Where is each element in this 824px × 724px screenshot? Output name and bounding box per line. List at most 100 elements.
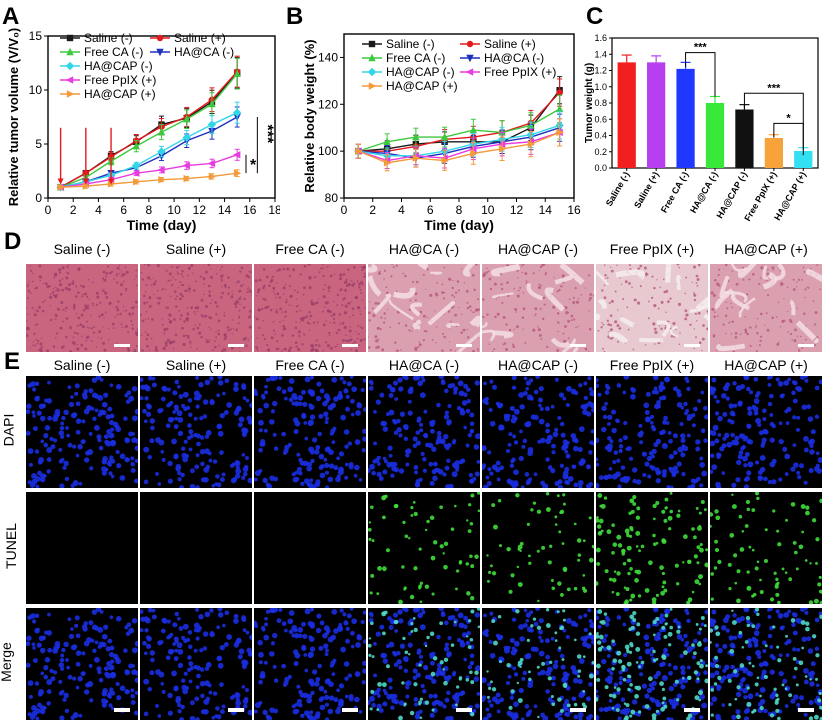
x-tick-label: 8 — [146, 203, 153, 217]
data-point — [82, 182, 91, 190]
legend-marker — [466, 54, 474, 63]
legend-marker — [466, 40, 474, 48]
data-point — [183, 174, 191, 183]
y-tick-label: 1.0 — [594, 82, 607, 92]
y-tick-label: 1.4 — [594, 49, 607, 59]
data-point — [555, 104, 564, 113]
tunel-image-dapi — [596, 376, 708, 488]
x-tick-label: 16 — [567, 203, 581, 217]
data-point — [182, 161, 190, 170]
data-point — [132, 141, 140, 150]
bar — [647, 62, 666, 168]
series-line — [60, 112, 238, 188]
data-point — [132, 161, 141, 170]
panel-letter-c: C — [586, 3, 603, 30]
data-point — [107, 180, 116, 188]
tunel-column: HA@CAP (+) — [710, 354, 822, 724]
legend-label: Free CA (-) — [386, 51, 445, 65]
tunel-image-dapi — [710, 376, 822, 488]
tunel-image-tunel — [368, 492, 480, 604]
legend-marker — [66, 90, 75, 98]
tunel-image-merge — [596, 608, 708, 720]
tunel-image-tunel — [140, 492, 252, 604]
tunel-image-tunel — [482, 492, 594, 604]
y-tick-label: 0 — [35, 191, 42, 205]
he-stain-image — [254, 264, 366, 352]
tunel-column-title: HA@CA (-) — [388, 357, 460, 373]
legend-marker — [368, 82, 377, 90]
data-point — [208, 99, 216, 108]
data-point — [232, 108, 242, 117]
data-point — [556, 89, 563, 96]
tunel-column: HA@CA (-) — [368, 354, 480, 724]
legend-marker — [156, 48, 164, 57]
data-point — [157, 127, 166, 136]
x-tick-label: HA@CAP (-) — [714, 170, 749, 220]
x-tick-label: Saline (+) — [632, 170, 661, 210]
sig-star: *** — [767, 82, 781, 94]
he-column: HA@CA (-) — [368, 238, 480, 354]
legend-marker — [368, 40, 376, 48]
x-tick-label: 0 — [45, 203, 52, 217]
x-tick-label: Saline (-) — [604, 170, 632, 208]
he-column-title: HA@CA (-) — [388, 241, 460, 257]
injection-arrow-head — [57, 178, 64, 185]
row-label-merge: Merge — [0, 642, 14, 682]
scale-bar — [456, 708, 472, 712]
scale-bar — [684, 708, 700, 712]
scale-bar — [228, 708, 244, 712]
tunel-image-dapi — [254, 376, 366, 488]
data-point — [232, 151, 241, 159]
he-column-title: Free PpIX (+) — [609, 241, 695, 257]
he-column-title: HA@CAP (+) — [724, 241, 808, 257]
series-5 — [56, 148, 241, 191]
bar — [735, 109, 754, 168]
x-tick-label: 6 — [427, 203, 434, 217]
tunel-stain-grid: Saline (-) Saline (+) Free CA (-) HA@CA (-)… — [26, 354, 824, 724]
series-line — [358, 131, 560, 164]
legend-label: HA@CAP (+) — [84, 87, 156, 101]
tunel-column: Free CA (-) — [254, 354, 366, 724]
legend-marker — [66, 47, 74, 56]
data-point — [208, 172, 217, 181]
data-point — [470, 149, 478, 158]
data-point — [233, 69, 241, 77]
y-tick-label: 1.6 — [594, 33, 607, 43]
legend-label: HA@CAP (-) — [84, 59, 153, 73]
x-tick-label: 4 — [398, 203, 405, 217]
legend-marker — [65, 61, 75, 71]
y-tick-label: 0.4 — [594, 131, 607, 141]
panel-b-chart: B 0 2 4 6 8 10 12 14 16 80 100 120 140 Time (day) Rela… — [286, 3, 581, 233]
data-point — [182, 133, 191, 142]
data-point — [207, 120, 217, 129]
x-tick-label: Free CA (-) — [659, 170, 690, 215]
sig-star: * — [786, 112, 791, 124]
y-tick-label: 0.2 — [594, 147, 607, 157]
y-tick-label: 0.0 — [594, 163, 607, 173]
panel-letter-d: D — [4, 228, 22, 255]
x-axis-label: Time (day) — [127, 217, 197, 233]
scale-bar — [342, 344, 358, 347]
scale-bar — [456, 344, 472, 347]
series-6 — [355, 118, 564, 172]
tunel-column: Saline (+) — [140, 354, 252, 724]
data-point — [183, 114, 191, 123]
tunel-column-title: HA@CAP (+) — [724, 357, 808, 373]
y-tick-label: 100 — [318, 144, 338, 158]
legend-label: Free PpIX (+) — [84, 73, 156, 87]
legend-label: HA@CAP (+) — [386, 79, 458, 93]
data-point — [441, 156, 449, 165]
scale-bar — [684, 344, 700, 347]
legend-label: Saline (-) — [84, 31, 133, 45]
data-point — [527, 140, 536, 148]
legend-marker — [367, 67, 377, 77]
data-point — [383, 159, 392, 167]
y-tick-label: 0.6 — [594, 114, 607, 124]
x-tick-label: HA@CA (-) — [688, 170, 720, 215]
scale-bar — [798, 708, 814, 712]
y-tick-label: 15 — [29, 29, 43, 43]
y-tick-label: 80 — [325, 191, 339, 205]
tunel-image-dapi — [482, 376, 594, 488]
x-tick-label: 12 — [193, 203, 207, 217]
